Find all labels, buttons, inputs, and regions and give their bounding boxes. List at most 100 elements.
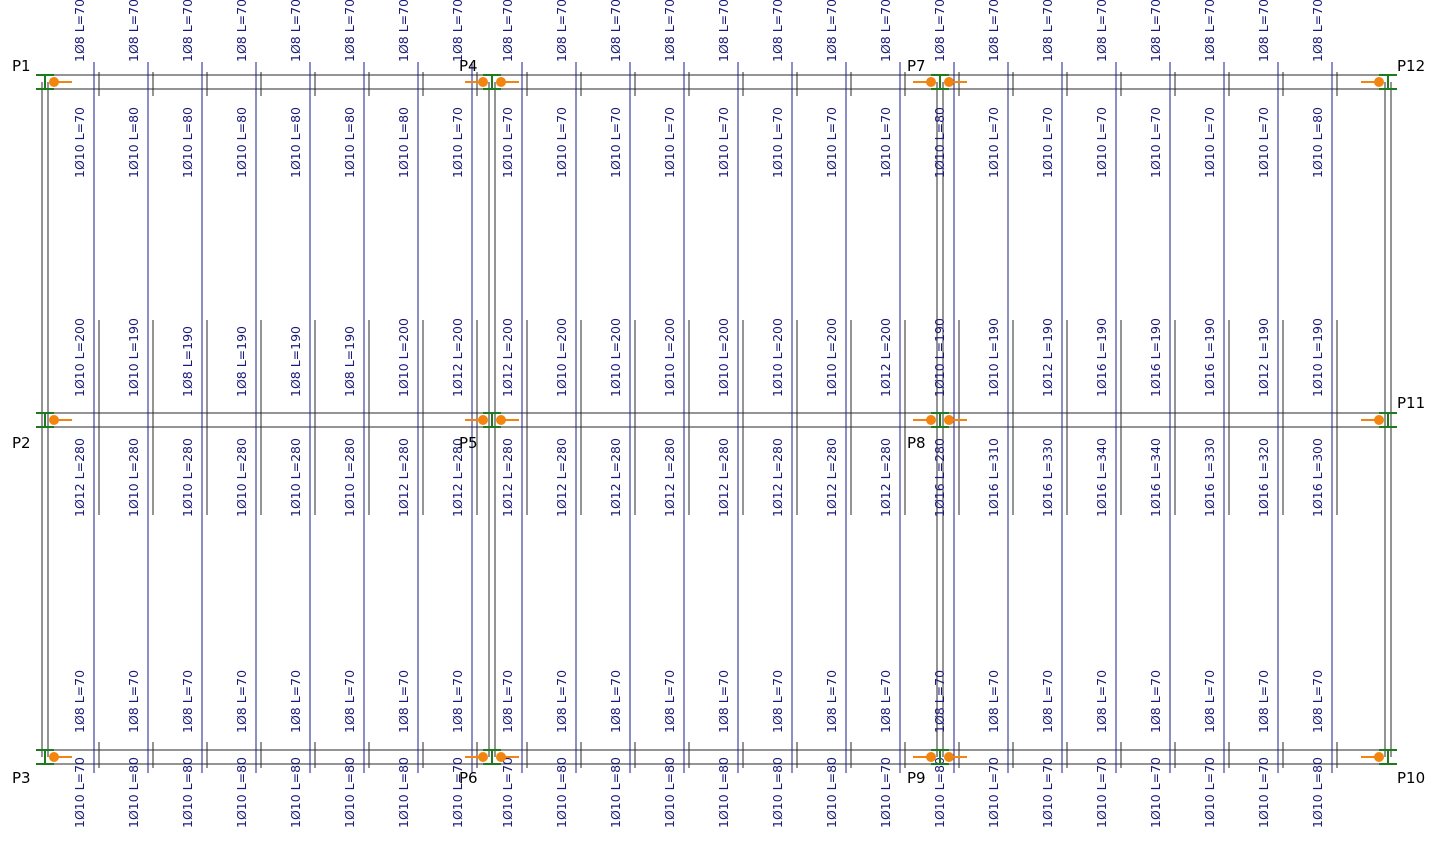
rebar-label: 1Ø12 L=280 (608, 438, 623, 517)
rebar-label: 1Ø8 L=70 (932, 0, 947, 62)
node-label-p8: P8 (907, 434, 926, 452)
rebar-label: 1Ø16 L=340 (1094, 438, 1109, 517)
rebar-label: 1Ø10 L=80 (180, 757, 195, 828)
node-label-p2: P2 (12, 434, 31, 452)
rebar-label: 1Ø8 L=70 (180, 670, 195, 733)
rebar-label: 1Ø10 L=80 (288, 107, 303, 178)
rebar-label: 1Ø10 L=70 (770, 107, 785, 178)
rebar-label: 1Ø8 L=70 (878, 670, 893, 733)
support-node (1361, 412, 1397, 428)
support-node (1361, 74, 1397, 90)
rebar-label: 1Ø8 L=70 (608, 670, 623, 733)
node-label-p4: P4 (459, 57, 478, 75)
node-marker (926, 77, 936, 87)
rebar-label: 1Ø10 L=80 (554, 757, 569, 828)
rebar-label: 1Ø8 L=70 (72, 0, 87, 62)
rebar-label: 1Ø16 L=190 (1148, 318, 1163, 397)
node-label-p9: P9 (907, 769, 926, 787)
rebar-label: 1Ø10 L=70 (1256, 107, 1271, 178)
rebar-label: 1Ø10 L=80 (342, 757, 357, 828)
rebar-label: 1Ø8 L=190 (234, 326, 249, 397)
rebar-label: 1Ø10 L=70 (662, 107, 677, 178)
rebar-label: 1Ø10 L=190 (986, 318, 1001, 397)
rebar-label: 1Ø8 L=70 (1040, 0, 1055, 62)
rebar-label: 1Ø10 L=70 (450, 107, 465, 178)
rebar-label: 1Ø16 L=330 (1202, 438, 1217, 517)
rebar-label: 1Ø16 L=300 (1310, 438, 1325, 517)
rebar-label: 1Ø8 L=70 (1202, 670, 1217, 733)
rebar-label: 1Ø10 L=70 (878, 107, 893, 178)
rebar-label: 1Ø10 L=70 (986, 107, 1001, 178)
node-marker (478, 77, 488, 87)
rebar-label: 1Ø8 L=70 (500, 670, 515, 733)
rebar-label: 1Ø8 L=70 (342, 0, 357, 62)
rebar-label: 1Ø8 L=70 (1310, 0, 1325, 62)
rebar-label: 1Ø8 L=70 (662, 0, 677, 62)
rebar-label: 1Ø10 L=70 (1040, 107, 1055, 178)
rebar-label: 1Ø8 L=70 (72, 670, 87, 733)
rebar-label: 1Ø12 L=200 (500, 318, 515, 397)
node-label-p1: P1 (12, 57, 31, 75)
node-marker (478, 752, 488, 762)
rebar-label: 1Ø10 L=80 (180, 107, 195, 178)
rebar-label: 1Ø8 L=70 (126, 0, 141, 62)
rebar-label: 1Ø8 L=70 (342, 670, 357, 733)
rebar-label: 1Ø8 L=70 (234, 670, 249, 733)
rebar-label: 1Ø10 L=80 (126, 107, 141, 178)
rebar-label: 1Ø10 L=80 (932, 757, 947, 828)
rebar-label: 1Ø10 L=80 (126, 757, 141, 828)
rebar-label: 1Ø12 L=200 (878, 318, 893, 397)
rebar-label: 1Ø10 L=80 (932, 107, 947, 178)
rebar-label: 1Ø12 L=280 (500, 438, 515, 517)
rebar-label: 1Ø8 L=70 (554, 670, 569, 733)
rebar-label: 1Ø10 L=70 (608, 107, 623, 178)
node-marker (496, 415, 506, 425)
rebar-label: 1Ø10 L=80 (716, 757, 731, 828)
rebar-label: 1Ø10 L=80 (234, 757, 249, 828)
rebar-label: 1Ø12 L=280 (450, 438, 465, 517)
rebar-label: 1Ø8 L=70 (288, 0, 303, 62)
rebar-label: 1Ø8 L=70 (554, 0, 569, 62)
rebar-label: 1Ø10 L=70 (1040, 757, 1055, 828)
node-label-p12: P12 (1397, 57, 1425, 75)
rebar-label: 1Ø10 L=80 (234, 107, 249, 178)
rebar-label: 1Ø8 L=70 (986, 0, 1001, 62)
rebar-label: 1Ø8 L=70 (450, 670, 465, 733)
support-node (36, 412, 72, 428)
rebar-label: 1Ø10 L=70 (500, 107, 515, 178)
rebar-label: 1Ø10 L=200 (608, 318, 623, 397)
node-marker (1374, 752, 1384, 762)
rebar-label: 1Ø12 L=280 (396, 438, 411, 517)
rebar-label: 1Ø8 L=70 (1094, 0, 1109, 62)
rebar-label: 1Ø10 L=80 (662, 757, 677, 828)
rebar-label: 1Ø8 L=70 (1256, 0, 1271, 62)
rebar-label: 1Ø10 L=70 (1202, 757, 1217, 828)
rebar-label: 1Ø8 L=70 (396, 0, 411, 62)
rebar-label: 1Ø10 L=70 (450, 757, 465, 828)
rebar-label: 1Ø10 L=190 (126, 318, 141, 397)
rebar-label: 1Ø10 L=200 (824, 318, 839, 397)
rebar-label: 1Ø8 L=70 (824, 670, 839, 733)
rebar-label: 1Ø8 L=70 (396, 670, 411, 733)
rebar-label: 1Ø10 L=200 (770, 318, 785, 397)
rebar-label: 1Ø10 L=200 (396, 318, 411, 397)
rebar-label: 1Ø8 L=190 (180, 326, 195, 397)
rebar-label: 1Ø8 L=70 (288, 670, 303, 733)
rebar-label: 1Ø10 L=70 (72, 107, 87, 178)
rebar-label: 1Ø12 L=280 (716, 438, 731, 517)
rebar-label: 1Ø8 L=70 (1310, 670, 1325, 733)
node-marker (1374, 415, 1384, 425)
rebar-label: 1Ø10 L=70 (1094, 107, 1109, 178)
node-label-p6: P6 (459, 769, 478, 787)
rebar-label: 1Ø12 L=280 (662, 438, 677, 517)
rebar-label: 1Ø10 L=280 (342, 438, 357, 517)
rebar-label: 1Ø8 L=70 (932, 670, 947, 733)
rebar-label: 1Ø10 L=200 (662, 318, 677, 397)
rebar-label: 1Ø8 L=70 (716, 0, 731, 62)
rebar-label: 1Ø16 L=190 (1202, 318, 1217, 397)
node-marker (496, 77, 506, 87)
node-label-p7: P7 (907, 57, 926, 75)
rebar-label: 1Ø12 L=280 (770, 438, 785, 517)
node-marker (944, 415, 954, 425)
